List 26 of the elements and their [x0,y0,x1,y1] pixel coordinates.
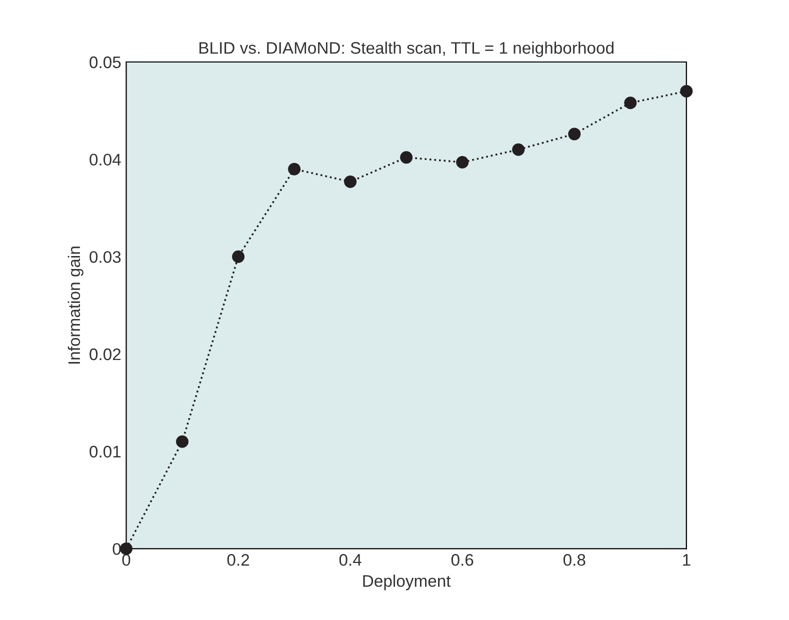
y-tick-label: 0.05 [90,56,121,68]
point [512,143,525,156]
chart-title: BLID vs. DIAMoND: Stealth scan, TTL = 1 neighborhood [200,42,614,58]
point [176,435,189,448]
x-tick-label: 0.2 [227,554,250,566]
y-tick-label: 0 [112,543,121,555]
point [624,96,637,110]
x-tick-label: 1 [683,554,690,566]
x-tick-label: 0.4 [339,554,362,566]
y-tick-label: 0.04 [90,154,121,166]
y-axis-title: Information gain [68,246,84,364]
x-tick-label: 0.6 [451,554,474,566]
point [400,151,413,164]
point [456,156,469,169]
point [232,250,245,263]
y-tick-label: 0.02 [90,348,121,360]
y-tick-label: 0.01 [90,446,121,458]
point [568,128,581,140]
point [344,175,357,188]
point [120,542,132,555]
point [288,162,301,176]
x-tick-label: 0 [122,554,130,566]
x-axis-title: Deployment [363,574,451,590]
x-tick-label: 0.8 [563,554,586,566]
y-tick-label: 0.03 [90,251,121,263]
point [680,84,693,98]
